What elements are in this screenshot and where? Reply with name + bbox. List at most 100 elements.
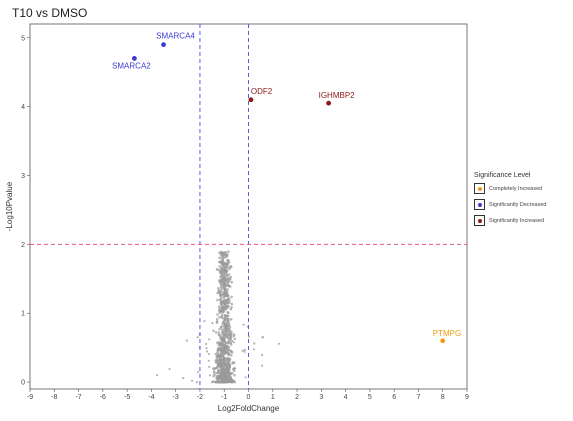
- background-point: [223, 262, 226, 266]
- chart-title: T10 vs DMSO: [12, 6, 88, 20]
- x-tick-label: 7: [416, 394, 420, 401]
- background-point: [229, 335, 233, 339]
- background-point: [217, 374, 220, 378]
- background-point: [225, 320, 229, 324]
- background-point: [197, 371, 200, 374]
- background-point: [221, 330, 225, 333]
- background-point: [217, 364, 220, 367]
- x-tick-label: -2: [197, 394, 203, 401]
- background-point: [207, 359, 210, 362]
- background-point: [226, 344, 229, 348]
- background-point: [196, 336, 199, 339]
- y-axis-title: -Log10Pvalue: [5, 181, 14, 231]
- background-point: [221, 259, 224, 263]
- background-point: [218, 378, 222, 382]
- background-point: [233, 337, 237, 341]
- background-point: [220, 279, 224, 283]
- background-point: [220, 284, 223, 287]
- background-point: [228, 348, 231, 352]
- background-point: [220, 342, 224, 346]
- point-label: SMARCA4: [156, 32, 195, 41]
- y-tick-label: 3: [21, 173, 25, 180]
- background-point: [230, 330, 233, 334]
- background-point: [222, 283, 226, 287]
- background-point: [221, 335, 224, 338]
- background-point: [218, 327, 221, 331]
- point-label: ODF2: [251, 87, 273, 96]
- background-point: [219, 302, 223, 306]
- background-point: [214, 331, 218, 334]
- background-point: [223, 318, 227, 321]
- highlighted-point: [131, 56, 137, 61]
- point-label: IGHMBP2: [319, 91, 356, 100]
- background-point: [222, 351, 226, 355]
- background-point: [226, 278, 229, 282]
- background-point: [203, 319, 206, 323]
- legend-label: Significantly Decreased: [489, 201, 547, 208]
- background-point: [227, 304, 230, 308]
- background-point: [243, 350, 246, 353]
- background-point: [207, 352, 210, 356]
- background-point: [212, 380, 215, 384]
- background-point: [219, 347, 222, 351]
- background-point: [261, 364, 264, 367]
- x-tick-label: -3: [173, 394, 179, 401]
- background-point: [230, 339, 234, 343]
- background-point: [219, 370, 223, 373]
- highlighted-points-group: SMARCA4 SMARCA2 ODF2 IGHMBP2 PTMPG: [112, 32, 461, 344]
- background-point: [227, 380, 231, 383]
- background-point: [215, 366, 219, 370]
- background-point: [260, 353, 264, 357]
- background-point: [225, 290, 229, 294]
- x-tick-label: 2: [295, 394, 299, 401]
- background-point: [219, 325, 223, 329]
- background-point: [222, 348, 226, 352]
- background-point: [218, 279, 221, 282]
- x-tick-label: -8: [51, 394, 57, 401]
- background-point: [219, 251, 223, 255]
- legend-item: Significantly Increased: [474, 215, 570, 226]
- background-point: [218, 345, 222, 348]
- background-point: [204, 342, 208, 346]
- x-tick-label: -9: [27, 394, 33, 401]
- legend-item: Significantly Decreased: [474, 199, 570, 210]
- background-point: [219, 286, 223, 289]
- background-point: [224, 330, 227, 334]
- legend-swatch: [477, 186, 482, 191]
- highlighted-point: [161, 42, 166, 48]
- background-point: [242, 323, 245, 326]
- x-tick-label: 8: [441, 394, 445, 401]
- background-point: [156, 374, 159, 377]
- highlighted-point: [248, 97, 254, 103]
- background-point: [208, 365, 211, 368]
- background-point: [225, 253, 228, 257]
- background-point: [219, 290, 223, 294]
- background-point: [227, 359, 230, 362]
- background-point: [216, 298, 219, 302]
- legend-label: Significantly Increased: [489, 217, 545, 224]
- background-point: [232, 367, 236, 370]
- background-point: [217, 346, 220, 350]
- background-point: [247, 335, 250, 338]
- background-point: [230, 302, 234, 306]
- background-point: [244, 376, 247, 379]
- x-tick-label: 9: [465, 394, 469, 401]
- y-tick-label: 0: [21, 380, 25, 387]
- background-point: [217, 268, 220, 272]
- x-tick-label: 5: [368, 394, 372, 401]
- background-point: [232, 369, 236, 373]
- background-point: [224, 255, 227, 259]
- background-point: [185, 339, 188, 342]
- background-point: [220, 315, 223, 318]
- background-point: [218, 309, 222, 313]
- background-point: [229, 343, 233, 346]
- background-point: [227, 260, 231, 264]
- legend-key: [474, 199, 485, 210]
- legend-label: Completely Increased: [489, 185, 543, 192]
- legend-title: Significance Level: [474, 172, 531, 179]
- background-point: [253, 342, 256, 345]
- legend-key: [474, 215, 485, 226]
- background-point: [224, 351, 228, 355]
- background-point: [229, 325, 232, 329]
- x-tick-label: -6: [100, 394, 106, 401]
